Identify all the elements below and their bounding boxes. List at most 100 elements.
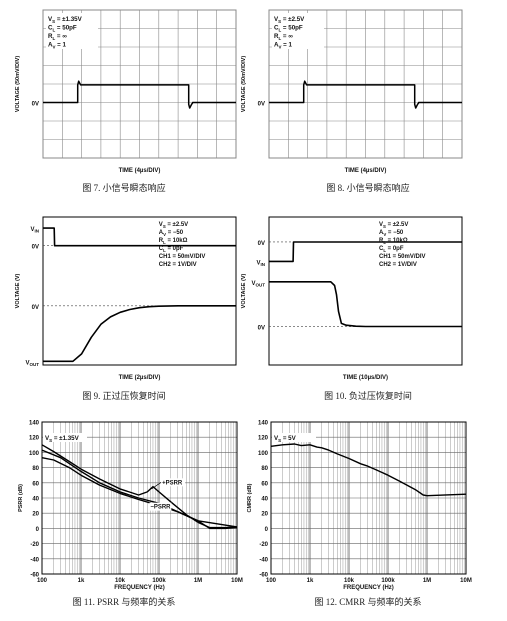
- fig10-condition: RL = 10kΩ: [379, 238, 408, 245]
- fig8-trace: [269, 80, 462, 109]
- fig8-chart: 0V VOLTAGE (50mV/DIV) TIME (4µs/DIV) VS = ±…: [241, 9, 463, 174]
- fig9-trace-label: VOUT: [25, 360, 39, 367]
- fig11-ytick-label: 0: [36, 527, 40, 533]
- fig10-caption: 图 10. 负过压恢复时间: [324, 391, 412, 401]
- fig9-condition: RL = 10kΩ: [159, 238, 188, 245]
- fig10-trace-label: 0V: [258, 241, 265, 247]
- fig11-label-bg: [161, 478, 186, 487]
- fig11-ytick-label: 140: [29, 421, 40, 427]
- fig10-trace-label: VOUT: [251, 281, 265, 288]
- fig11-label-leader: [151, 482, 162, 490]
- fig7-conditions-box: [46, 13, 98, 49]
- fig11-series-line: [41, 457, 238, 530]
- fig11-ytick-label: 100: [29, 451, 40, 457]
- fig12-xtick-label: 100k: [381, 578, 395, 584]
- fig10-trace-label: VIN: [256, 260, 265, 267]
- fig11-ytick-label: 20: [32, 512, 39, 518]
- fig10-condition: CL = 0pF: [379, 246, 404, 253]
- fig11-annotation: VS = ±1.35V: [45, 435, 80, 443]
- fig11-ylabel: PSRR (dB): [18, 484, 24, 512]
- fig11-ytick-label: 40: [32, 497, 39, 503]
- fig11-ytick-label: -60: [30, 573, 39, 579]
- fig7-condition: AV = 1: [48, 42, 67, 50]
- fig7-condition: CL = 50pF: [48, 25, 77, 33]
- fig9-trace-label: 0V: [32, 245, 39, 251]
- fig11-series-line: [41, 444, 238, 529]
- fig11-xtick-label: 10M: [231, 578, 243, 584]
- fig8-panel: 0V VOLTAGE (50mV/DIV) TIME (4µs/DIV) VS = ±…: [241, 0, 497, 200]
- fig12-ylabel: CMRR (dB): [247, 483, 253, 512]
- fig7-condition: VS = ±1.35V: [48, 16, 83, 24]
- fig10-trace: [269, 281, 462, 328]
- fig9-trace: [43, 305, 236, 363]
- fig7-trace: [43, 80, 236, 109]
- fig12-xtick-label: 10k: [344, 578, 355, 584]
- fig12-xlabel: FREQUENCY (Hz): [343, 585, 394, 591]
- fig8-condition: RL = ∞: [274, 33, 293, 41]
- fig7-panel: 0V VOLTAGE (50mV/DIV) TIME (4µs/DIV) VS = ±…: [5, 0, 245, 200]
- fig10-xlabel: TIME (10µs/DIV): [343, 375, 388, 381]
- fig10-condition: AV = −50: [379, 230, 404, 237]
- fig9-condition: CH2 = 1V/DIV: [159, 262, 197, 268]
- fig8-xlabel: TIME (4µs/DIV): [345, 168, 387, 174]
- fig12-xtick-label: 1M: [423, 578, 431, 584]
- fig11-xtick-label: 1k: [78, 578, 85, 584]
- fig9-condition: AV = −50: [159, 230, 184, 237]
- fig7-condition: RL = ∞: [48, 33, 67, 41]
- fig12-ytick-label: -20: [259, 542, 268, 548]
- fig12-ytick-label: 20: [261, 512, 268, 518]
- fig10-condition: CH1 = 50mV/DIV: [379, 254, 426, 260]
- fig12-ytick-label: 40: [261, 497, 268, 503]
- fig11-ytick-label: 80: [32, 466, 39, 472]
- fig9-ylabel: VOLTAGE (V): [15, 274, 21, 309]
- fig11-xtick-label: 100k: [152, 578, 166, 584]
- fig9-trace-label: VIN: [30, 227, 39, 234]
- fig11-xlabel: FREQUENCY (Hz): [114, 585, 165, 591]
- fig9-condition: CH1 = 50mV/DIV: [159, 254, 206, 260]
- fig12-caption: 图 12. CMRR 与频率的关系: [314, 597, 422, 607]
- fig11-xtick-label: 10k: [115, 578, 126, 584]
- fig7-chart: 0V VOLTAGE (50mV/DIV) TIME (4µs/DIV) VS = ±…: [15, 9, 237, 174]
- fig9-condition: CL = 0pF: [159, 246, 184, 253]
- fig12-series-line: [270, 443, 467, 497]
- fig12-xtick-label: 1k: [307, 578, 314, 584]
- fig8-ylabel: VOLTAGE (50mV/DIV): [241, 56, 247, 113]
- fig9-chart: VIN 0V 0V VOUT VOLTAGE (V) TIME (2µs/DIV) VS =…: [15, 216, 237, 381]
- fig8-conditions-box: [272, 13, 324, 49]
- fig11-ytick-label: 60: [32, 481, 39, 487]
- fig11-series-label-plus: +PSRR: [162, 480, 183, 486]
- fig11-ytick-label: -20: [30, 542, 39, 548]
- fig11-label-bg: [149, 502, 172, 511]
- fig11-annotation-box: [43, 433, 87, 442]
- fig11-frame: [41, 421, 238, 575]
- fig11-series-label-minus: −PSRR: [150, 505, 171, 511]
- fig12-xtick-label: 10M: [460, 578, 472, 584]
- fig10-ylabel: VOLTAGE (V): [241, 274, 247, 309]
- fig12-panel: 140 120 100 80 60 40 20 0 -20 -40 -60 100 1k 10k 100k 1…: [247, 410, 497, 600]
- fig9-caption: 图 9. 正过压恢复时间: [82, 391, 166, 401]
- fig12-ytick-label: 80: [261, 466, 268, 472]
- fig11-panel: 140 120 100 80 60 40 20 0 -20 -40 -60 100 1k 10k 100k 1…: [5, 410, 245, 600]
- fig9-frame: [42, 216, 237, 366]
- fig8-condition: VS = ±2.5V: [274, 16, 305, 24]
- fig9-condition: VS = ±2.5V: [159, 222, 188, 229]
- fig10-trace-label: 0V: [258, 326, 265, 332]
- fig10-chart: 0V VIN VOUT 0V VOLTAGE (V) TIME (10µs/DIV) VS …: [241, 216, 463, 381]
- fig7-xlabel: TIME (4µs/DIV): [119, 168, 161, 174]
- fig9-trace-label: 0V: [32, 305, 39, 311]
- fig12-ytick-label: 100: [258, 451, 269, 457]
- fig10-frame: [268, 216, 463, 366]
- fig10-condition: VS = ±2.5V: [379, 222, 408, 229]
- fig12-ytick-label: 0: [265, 527, 269, 533]
- fig11-ytick-label: 120: [29, 436, 40, 442]
- fig12-annotation-box: [272, 433, 316, 442]
- fig11-xtick-label: 1M: [194, 578, 202, 584]
- fig12-frame: [270, 421, 467, 575]
- fig12-ytick-label: 120: [258, 436, 269, 442]
- fig9-trace: [43, 227, 236, 247]
- fig7-zero-label: 0V: [32, 102, 39, 108]
- fig12-ytick-label: 60: [261, 481, 268, 487]
- fig12-ytick-label: -40: [259, 557, 268, 563]
- fig8-condition: CL = 50pF: [274, 25, 303, 33]
